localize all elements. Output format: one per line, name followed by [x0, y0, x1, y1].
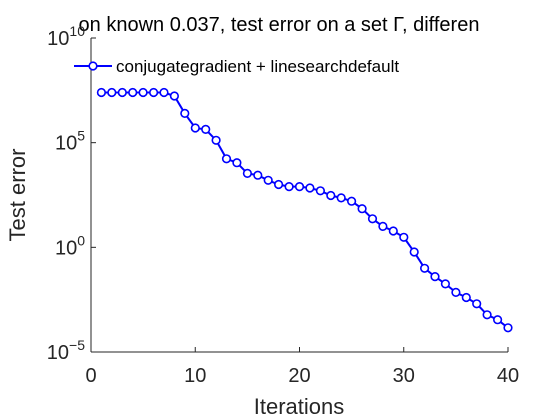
data-point — [129, 89, 137, 97]
data-point — [504, 324, 512, 332]
y-tick-label: 1010 — [47, 23, 85, 50]
x-tick-label: 0 — [85, 365, 96, 387]
data-point — [181, 110, 189, 118]
data-point — [223, 155, 231, 163]
data-point — [473, 300, 481, 308]
x-tick-label: 30 — [393, 365, 415, 387]
legend-marker — [89, 62, 97, 70]
x-axis-label: Iterations — [254, 394, 345, 419]
y-tick-exponent: 10 — [69, 23, 85, 39]
data-point — [264, 177, 272, 185]
x-tick-label: 10 — [184, 365, 206, 387]
data-point — [421, 265, 429, 273]
series-group — [98, 89, 512, 332]
y-tick-label: 10−5 — [47, 337, 85, 364]
data-point — [285, 183, 293, 191]
data-point — [244, 170, 252, 178]
chart-title: on known 0.037, test error on a set Γ, d… — [79, 14, 480, 36]
data-point — [337, 194, 345, 202]
data-point — [171, 92, 179, 100]
data-point — [327, 192, 335, 200]
data-point — [390, 227, 398, 235]
data-point — [233, 159, 241, 167]
data-point — [254, 171, 262, 179]
data-point — [275, 181, 283, 189]
data-point — [202, 126, 210, 134]
data-point — [483, 311, 491, 319]
plot-area — [91, 38, 508, 352]
data-point — [150, 89, 158, 97]
legend: conjugategradient + linesearchdefault — [74, 57, 399, 76]
data-point — [192, 124, 200, 132]
y-tick-label: 105 — [55, 128, 85, 155]
data-point — [296, 183, 304, 191]
data-point — [442, 280, 450, 288]
data-point — [369, 215, 377, 223]
data-point — [160, 89, 168, 97]
data-point — [410, 248, 418, 256]
data-point — [139, 89, 147, 97]
data-point — [119, 89, 127, 97]
data-point — [348, 197, 356, 205]
y-tick-exponent: 5 — [77, 128, 85, 144]
data-point — [400, 234, 408, 242]
data-point — [358, 205, 366, 213]
y-tick-exponent: 0 — [77, 232, 85, 248]
data-point — [452, 289, 460, 297]
data-point — [98, 89, 106, 97]
y-tick-base: 10 — [55, 133, 77, 155]
legend-label: conjugategradient + linesearchdefault — [116, 57, 399, 76]
data-point — [306, 184, 314, 192]
y-tick-base: 10 — [47, 28, 69, 50]
y-tick-label: 100 — [55, 232, 85, 259]
data-point — [494, 316, 502, 324]
data-point — [463, 294, 471, 302]
y-tick-base: 10 — [47, 342, 69, 364]
x-tick-label: 40 — [497, 365, 519, 387]
data-point — [431, 273, 439, 281]
y-tick-exponent: −5 — [69, 337, 85, 353]
x-tick-label: 20 — [288, 365, 310, 387]
data-point — [317, 187, 325, 195]
y-axis-label: Test error — [5, 149, 30, 242]
series-line — [101, 93, 508, 328]
y-tick-base: 10 — [55, 237, 77, 259]
data-point — [212, 137, 220, 145]
x-axis-ticks: 0 10 20 30 40 — [85, 347, 519, 387]
data-point — [379, 223, 387, 231]
data-point — [108, 89, 116, 97]
